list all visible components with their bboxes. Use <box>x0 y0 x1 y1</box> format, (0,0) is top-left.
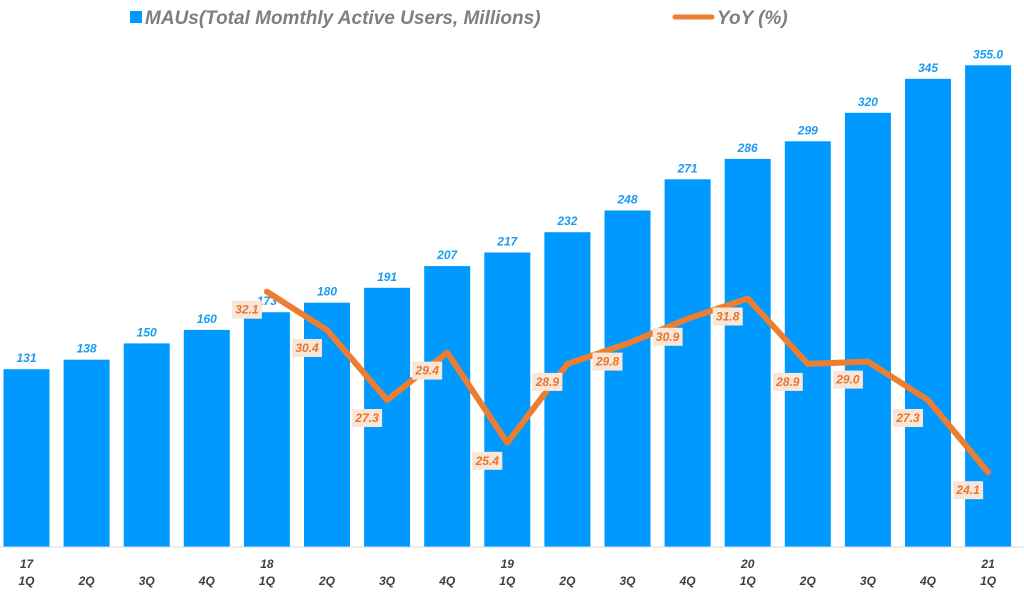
x-tick-quarter: 4Q <box>438 574 456 588</box>
yoy-value-label: 32.1 <box>235 303 259 317</box>
x-tick-quarter: 1Q <box>499 574 516 588</box>
bar-value-label: 286 <box>737 141 758 155</box>
bar-value-label: 271 <box>677 161 698 175</box>
x-tick-year: 21 <box>980 557 995 571</box>
bar-series <box>3 65 1012 548</box>
yoy-line-series <box>263 288 992 476</box>
x-tick-quarter: 3Q <box>139 574 156 588</box>
bar <box>965 65 1012 548</box>
x-axis-ticks: 17 1Q 2Q 3Q 4Q 18 1Q 2Q 3Q 4Q 19 1Q 2Q 3Q 4Q 20 1Q 2Q 3Q 4Q… <box>18 557 996 588</box>
x-tick-quarter: 1Q <box>740 574 757 588</box>
yoy-label-box <box>953 481 984 500</box>
bar-value-label: 217 <box>496 235 518 249</box>
yoy-value-label: 28.9 <box>535 375 560 389</box>
x-tick-year: 20 <box>740 557 755 571</box>
bar <box>905 78 951 548</box>
x-tick-quarter: 2Q <box>318 574 336 588</box>
yoy-label-box <box>772 372 803 391</box>
yoy-label-box <box>472 451 503 470</box>
bar-value-label: 150 <box>137 325 157 339</box>
bar <box>243 312 290 547</box>
bar-value-label: 320 <box>858 95 878 109</box>
bar <box>724 158 771 547</box>
legend-bar-label: MAUs(Total Momthly Active Users, Million… <box>145 8 541 29</box>
bar-value-label: 131 <box>16 351 36 365</box>
x-tick-quarter: 2Q <box>799 574 817 588</box>
bar-value-label: 207 <box>436 248 458 262</box>
legend: MAUs(Total Momthly Active Users, Million… <box>130 8 788 29</box>
x-tick-quarter: 3Q <box>379 574 396 588</box>
yoy-value-label: 25.4 <box>475 454 500 468</box>
yoy-label-box <box>712 307 743 326</box>
bar <box>63 359 110 547</box>
bar-value-label: 160 <box>197 312 217 326</box>
yoy-value-label: 29.0 <box>835 373 860 387</box>
bar-value-label: 355.0 <box>973 47 1003 61</box>
bar-value-label: 345 <box>918 61 938 75</box>
yoy-data-labels: 32.1 30.4 27.3 29.4 25.4 28.9 29.8 30.9 31.8 28.9… <box>231 300 984 500</box>
x-tick-quarter: 1Q <box>259 574 276 588</box>
yoy-label-box <box>592 352 623 371</box>
x-tick-quarter: 2Q <box>78 574 96 588</box>
bar-value-label: 180 <box>317 285 337 299</box>
bar <box>3 369 50 547</box>
bar-data-labels: 1311381501601731801912072172322482712862… <box>16 47 1003 365</box>
yoy-label-box <box>652 327 683 346</box>
yoy-label-box <box>893 409 923 427</box>
yoy-value-label: 30.4 <box>295 341 319 355</box>
x-tick-quarter: 4Q <box>198 574 216 588</box>
legend-line-label: YoY (%) <box>717 8 788 29</box>
yoy-value-label: 24.1 <box>955 483 980 497</box>
yoy-label-box <box>532 372 563 391</box>
bar-value-label: 191 <box>377 270 397 284</box>
x-tick-year: 19 <box>501 557 515 571</box>
x-tick-quarter: 4Q <box>679 574 697 588</box>
yoy-value-label: 27.3 <box>354 411 379 425</box>
yoy-value-label: 30.9 <box>656 330 680 344</box>
x-tick-quarter: 1Q <box>980 574 997 588</box>
yoy-label-box <box>352 409 383 427</box>
bar-value-label: 138 <box>77 342 97 356</box>
bar <box>123 343 170 547</box>
yoy-value-label: 28.9 <box>775 375 800 389</box>
yoy-label-box <box>231 300 262 319</box>
x-tick-quarter: 3Q <box>860 574 877 588</box>
yoy-line <box>263 288 992 476</box>
bar <box>664 179 711 548</box>
x-tick-year: 17 <box>20 557 35 571</box>
x-tick-year: 18 <box>260 557 274 571</box>
yoy-label-box <box>292 339 322 357</box>
yoy-label-box <box>412 361 443 380</box>
yoy-value-label: 31.8 <box>716 310 740 324</box>
x-tick-quarter: 4Q <box>919 574 937 588</box>
x-tick-quarter: 1Q <box>18 574 35 588</box>
yoy-value-label: 27.3 <box>895 411 920 425</box>
bar-value-label: 232 <box>556 214 577 228</box>
x-tick-quarter: 2Q <box>558 574 576 588</box>
legend-bar-swatch <box>130 11 142 23</box>
x-tick-quarter: 3Q <box>619 574 636 588</box>
bar <box>424 266 471 547</box>
yoy-label-box <box>832 370 863 389</box>
bar <box>183 329 230 547</box>
bar <box>604 210 651 547</box>
bar <box>844 112 891 548</box>
bar <box>484 252 531 547</box>
bar-value-label: 299 <box>797 123 818 137</box>
yoy-value-label: 29.8 <box>595 355 620 369</box>
bar-value-label: 248 <box>616 193 637 207</box>
yoy-value-label: 29.4 <box>415 364 440 378</box>
